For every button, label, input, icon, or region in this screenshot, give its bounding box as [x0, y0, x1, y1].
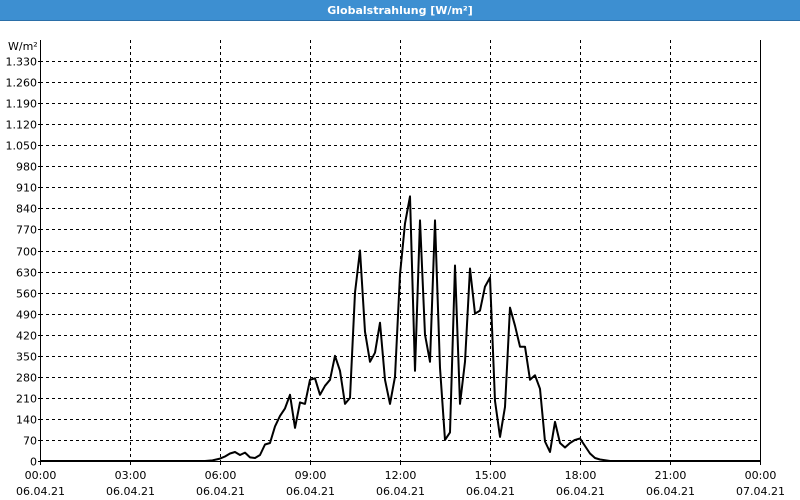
x-tick-date-label: 06.04.21	[196, 485, 245, 498]
x-tick-date-label: 06.04.21	[376, 485, 425, 498]
y-tick-label: 980	[16, 161, 37, 174]
y-tick-label: 490	[16, 309, 37, 322]
y-tick-label: 0	[30, 456, 37, 469]
y-tick-label: 700	[16, 246, 37, 259]
x-tick-date-label: 06.04.21	[16, 485, 65, 498]
y-tick-label: 1.190	[6, 98, 38, 111]
x-tick-time-label: 03:00	[115, 469, 147, 482]
x-tick-time-label: 15:00	[475, 469, 507, 482]
y-tick-label: 840	[16, 203, 37, 216]
y-tick-labels: 0 70 140 210 280 350 420 490 560 630 700 770 840 910 9…	[6, 56, 38, 469]
x-tick-date-label: 06.04.21	[286, 485, 335, 498]
y-tick-label: 630	[16, 267, 37, 280]
axes	[38, 40, 761, 465]
y-tick-label: 420	[16, 330, 37, 343]
x-tick-time-label: 00:00	[25, 469, 57, 482]
x-tick-time-label: 18:00	[565, 469, 597, 482]
y-axis-label: W/m²	[8, 40, 38, 53]
y-tick-label: 770	[16, 224, 37, 237]
y-tick-label: 280	[16, 372, 37, 385]
x-tick-date-label: 06.04.21	[646, 485, 695, 498]
y-tick-label: 560	[16, 288, 37, 301]
y-tick-label: 1.260	[6, 77, 38, 90]
y-tick-label: 140	[16, 414, 37, 427]
x-tick-date-label: 06.04.21	[556, 485, 605, 498]
y-tick-label: 70	[23, 435, 37, 448]
series-line	[40, 195, 760, 462]
x-tick-time-label: 12:00	[385, 469, 417, 482]
y-tick-label: 1.330	[6, 56, 38, 69]
x-tick-time-label: 00:00	[745, 469, 777, 482]
chart-title: Globalstrahlung [W/m²]	[0, 0, 800, 21]
y-tick-label: 910	[16, 182, 37, 195]
x-tick-labels: 00:00 06.04.21 03:00 06.04.21 06:00 06.04.21 0…	[16, 469, 785, 498]
y-tick-label: 210	[16, 393, 37, 406]
grid-lines	[40, 40, 760, 461]
x-tick-date-label: 06.04.21	[466, 485, 515, 498]
x-tick-time-label: 06:00	[205, 469, 237, 482]
y-tick-label: 1.120	[6, 119, 38, 132]
x-tick-date-label: 07.04.21	[736, 485, 785, 498]
x-tick-time-label: 21:00	[655, 469, 687, 482]
y-tick-label: 350	[16, 351, 37, 364]
series-lines	[40, 195, 760, 462]
y-tick-label: 1.050	[6, 140, 38, 153]
x-tick-date-label: 06.04.21	[106, 485, 155, 498]
x-tick-time-label: 09:00	[295, 469, 327, 482]
